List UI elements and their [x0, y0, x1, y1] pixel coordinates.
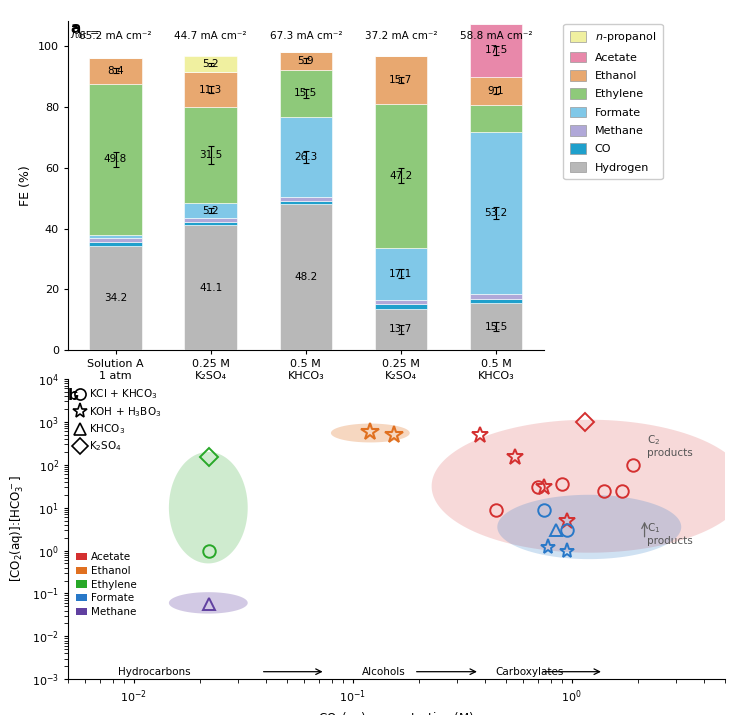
Bar — [279, 117, 332, 197]
Bar — [89, 246, 142, 350]
Text: Carboxylates: Carboxylates — [496, 666, 564, 676]
Text: 49.8: 49.8 — [104, 154, 127, 164]
Text: 17.1: 17.1 — [390, 269, 412, 279]
Bar — [184, 219, 237, 222]
Polygon shape — [432, 420, 747, 553]
Text: 65.2 mA cm⁻²: 65.2 mA cm⁻² — [79, 31, 152, 41]
Text: 15.5: 15.5 — [294, 88, 317, 98]
Text: 26.3: 26.3 — [294, 152, 317, 162]
Polygon shape — [331, 423, 410, 443]
Text: 67.3 mA cm⁻²: 67.3 mA cm⁻² — [270, 31, 342, 41]
Bar — [374, 104, 427, 247]
Text: 34.2: 34.2 — [104, 293, 127, 303]
Text: 15.7: 15.7 — [390, 75, 412, 85]
Text: 11.3: 11.3 — [199, 84, 222, 94]
Text: C$_1$
products: C$_1$ products — [647, 521, 692, 546]
Bar — [279, 51, 332, 69]
Bar — [89, 58, 142, 84]
Bar — [279, 197, 332, 200]
Legend: $n$-propanol, Acetate, Ethanol, Ethylene, Formate, Methane, CO, Hydrogen: $n$-propanol, Acetate, Ethanol, Ethylene… — [563, 24, 662, 179]
Text: Hydrocarbons: Hydrocarbons — [119, 666, 191, 676]
Text: 48.2: 48.2 — [294, 272, 317, 282]
Text: 37.2 mA cm⁻²: 37.2 mA cm⁻² — [365, 31, 437, 41]
Text: 53.2: 53.2 — [485, 208, 507, 218]
Y-axis label: [CO$_2$(aq)]:[HCO$_3^-$]: [CO$_2$(aq)]:[HCO$_3^-$] — [9, 475, 26, 583]
Bar — [89, 235, 142, 237]
Text: C$_2$
products: C$_2$ products — [647, 433, 692, 458]
Bar — [470, 295, 522, 299]
Bar — [89, 237, 142, 242]
Text: 13.7: 13.7 — [390, 325, 412, 335]
Bar — [184, 107, 237, 202]
Bar — [374, 56, 427, 104]
Bar — [184, 56, 237, 72]
Bar — [374, 304, 427, 309]
Bar — [470, 299, 522, 303]
Text: 15.5: 15.5 — [485, 322, 507, 332]
Bar — [184, 72, 237, 107]
Text: 9.1: 9.1 — [488, 86, 504, 96]
Bar — [279, 200, 332, 204]
Text: 17.5: 17.5 — [485, 45, 507, 55]
Bar — [470, 77, 522, 104]
Bar — [279, 204, 332, 350]
Bar — [470, 24, 522, 77]
Text: 47.2: 47.2 — [390, 171, 412, 181]
Text: b: b — [68, 388, 79, 403]
Bar — [184, 222, 237, 225]
Text: 58.8 mA cm⁻²: 58.8 mA cm⁻² — [460, 31, 532, 41]
X-axis label: CO$_2$(aq) concentration (M): CO$_2$(aq) concentration (M) — [319, 711, 474, 715]
Bar — [89, 242, 142, 246]
Polygon shape — [498, 495, 681, 559]
Bar — [374, 309, 427, 350]
Text: 5.2: 5.2 — [202, 59, 219, 69]
Bar — [89, 84, 142, 235]
Y-axis label: FE (%): FE (%) — [20, 166, 32, 206]
Bar — [279, 69, 332, 117]
Bar — [184, 225, 237, 350]
Text: 5.2: 5.2 — [202, 206, 219, 215]
Text: $\overline{j}_{\rm tot}$ =: $\overline{j}_{\rm tot}$ = — [70, 24, 99, 41]
Bar — [470, 104, 522, 132]
Legend: Acetate, Ethanol, Ethylene, Formate, Methane: Acetate, Ethanol, Ethylene, Formate, Met… — [73, 549, 140, 620]
Bar — [374, 300, 427, 304]
Polygon shape — [169, 452, 248, 563]
Text: 31.5: 31.5 — [199, 149, 222, 159]
Text: 44.7 mA cm⁻²: 44.7 mA cm⁻² — [174, 31, 247, 41]
Text: 8.4: 8.4 — [107, 66, 124, 76]
Bar — [470, 132, 522, 295]
Bar — [184, 202, 237, 219]
Text: 41.1: 41.1 — [199, 282, 222, 292]
Text: a: a — [71, 21, 82, 36]
Bar — [374, 247, 427, 300]
Text: Alcohols: Alcohols — [362, 666, 405, 676]
Text: 5.9: 5.9 — [297, 56, 314, 66]
Bar — [470, 303, 522, 350]
Polygon shape — [169, 592, 248, 613]
